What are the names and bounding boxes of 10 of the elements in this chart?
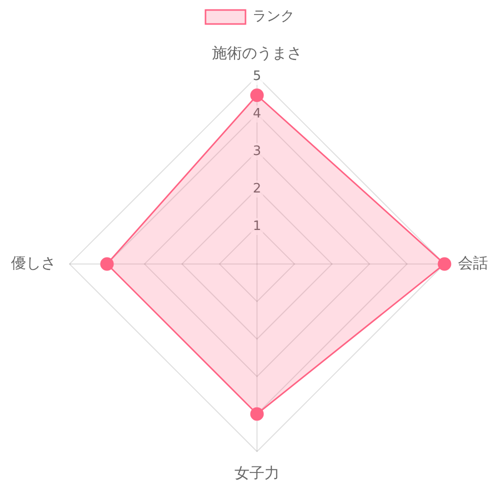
spoke-label: 会話 <box>458 254 488 272</box>
y-tick-label: 2 <box>252 181 262 196</box>
y-tick-label: 5 <box>252 68 262 84</box>
spoke-label: 優しさ <box>11 254 56 272</box>
spoke-label: 女子力 <box>234 464 280 482</box>
spoke-label: 施術のうまさ <box>212 44 302 62</box>
legend-label: ランク <box>252 8 294 25</box>
y-tick-label: 1 <box>252 218 262 234</box>
y-tick-label: 4 <box>252 106 262 122</box>
y-tick-label: 3 <box>252 144 262 159</box>
